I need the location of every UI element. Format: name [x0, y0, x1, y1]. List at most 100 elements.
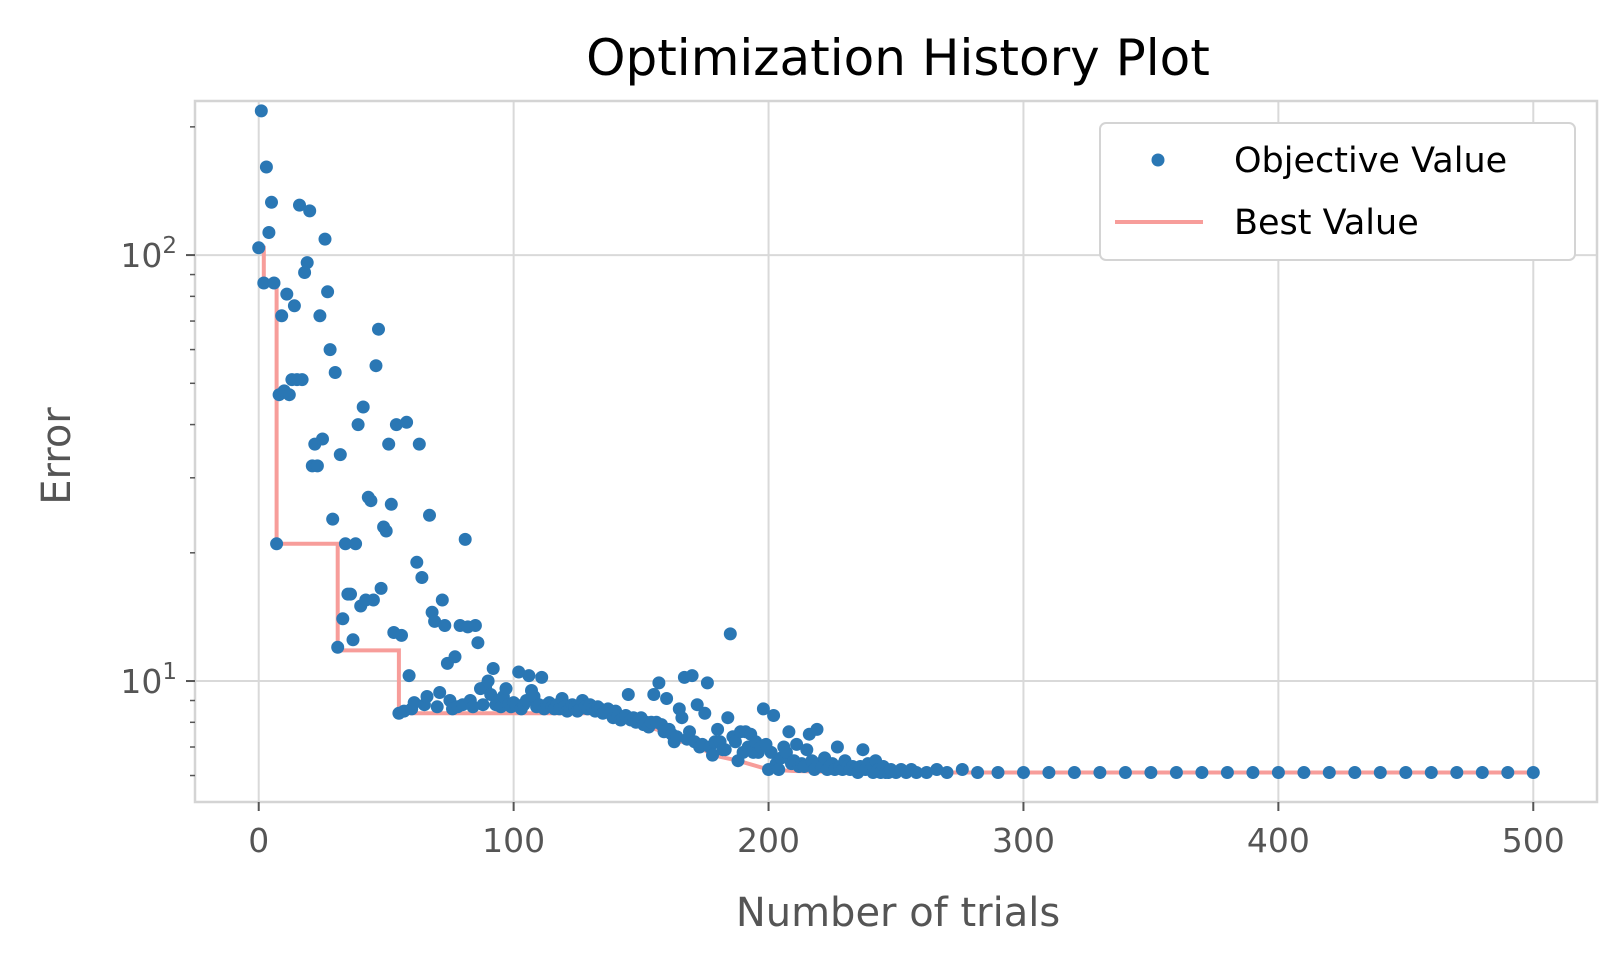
objective-point [448, 650, 462, 664]
objective-point [366, 593, 380, 607]
objective-point [1450, 766, 1464, 779]
objective-point [721, 711, 735, 725]
objective-point [830, 740, 844, 754]
objective-point [512, 665, 526, 679]
chart-title: Optimization History Plot [586, 29, 1210, 87]
objective-value-points [252, 104, 1540, 779]
objective-point [471, 636, 485, 650]
objective-point [259, 160, 273, 174]
objective-point [428, 614, 442, 628]
legend-box [1099, 122, 1576, 261]
objective-point [364, 494, 378, 508]
objective-point [764, 745, 778, 759]
legend: Objective Value Best Value [1099, 122, 1576, 261]
objective-point [930, 763, 944, 776]
plot-frame [193, 99, 1599, 804]
objective-point [1475, 766, 1489, 779]
x-axis-label: Number of trials [736, 890, 1060, 936]
objective-point [407, 696, 421, 710]
objective-point [420, 690, 434, 703]
objective-point [374, 581, 388, 595]
legend-objective-label: Objective Value [1234, 141, 1507, 181]
objective-point [323, 343, 337, 357]
legend-objective-marker [1151, 153, 1165, 167]
objective-point [402, 669, 416, 683]
objective-point [756, 702, 770, 716]
objective-point [295, 373, 309, 387]
objective-point [293, 198, 306, 212]
y-axis-label: Error [34, 407, 80, 505]
objective-point [790, 737, 804, 751]
x-tick-label: 200 [737, 821, 800, 860]
objective-point [331, 640, 345, 654]
objective-point [395, 628, 408, 642]
objective-point [326, 512, 340, 526]
objective-point [344, 587, 357, 601]
objective-point [1526, 766, 1540, 779]
objective-point [971, 766, 985, 779]
objective-point [1424, 766, 1438, 779]
objective-point [356, 400, 370, 414]
objective-point [382, 437, 396, 451]
objective-point [316, 432, 329, 446]
objective-point [621, 688, 635, 701]
objective-point [810, 722, 824, 736]
objective-point [1271, 766, 1285, 779]
objective-point [660, 692, 674, 705]
best-value-path [258, 245, 1534, 775]
x-tick-label: 0 [248, 821, 269, 860]
objective-point [800, 743, 814, 757]
objective-point [280, 287, 294, 301]
objective-point [700, 676, 714, 690]
objective-point [336, 612, 350, 626]
objective-point [265, 195, 278, 209]
objective-point [384, 497, 398, 511]
objective-point [298, 266, 312, 279]
objective-point [1017, 766, 1030, 779]
objective-point [435, 593, 449, 607]
objective-point [466, 700, 480, 714]
objective-point [698, 706, 712, 720]
objective-point [782, 725, 796, 739]
objective-point [728, 735, 742, 749]
objective-point [675, 711, 689, 725]
objective-point [1501, 766, 1515, 779]
objective-point [647, 688, 661, 701]
objective-point [379, 524, 393, 538]
objective-point [349, 537, 363, 551]
objective-point [338, 537, 352, 551]
objective-point [706, 748, 719, 762]
objective-point [772, 763, 786, 776]
objective-point [287, 299, 301, 313]
objective-point [468, 619, 482, 632]
y-tick-label: 102 [120, 233, 177, 275]
objective-point [257, 276, 271, 290]
objective-point [346, 633, 360, 647]
objective-point [1042, 766, 1056, 779]
objective-point [1399, 766, 1413, 779]
objective-point [1348, 766, 1362, 779]
objective-point [303, 204, 317, 218]
objective-point [711, 722, 725, 736]
objective-point [652, 676, 666, 690]
objective-point [430, 700, 444, 714]
objective-point [1067, 766, 1081, 779]
objective-point [685, 669, 699, 683]
x-tick-label: 300 [992, 821, 1055, 860]
objective-point [690, 698, 704, 712]
objective-point [1220, 766, 1234, 779]
objective-point [400, 415, 414, 429]
objective-point [333, 448, 347, 462]
objective-point [313, 309, 327, 323]
y-tick-label: 101 [120, 659, 177, 701]
objective-point [282, 388, 296, 402]
x-tick-label: 500 [1502, 821, 1565, 860]
objective-point [372, 322, 385, 336]
objective-point [412, 437, 426, 451]
objective-point [328, 366, 342, 379]
x-tick-label: 400 [1247, 821, 1310, 860]
objective-point [1144, 766, 1158, 779]
x-axis: 0 100 200 300 400 500 [248, 802, 1565, 860]
objective-point [415, 571, 429, 584]
